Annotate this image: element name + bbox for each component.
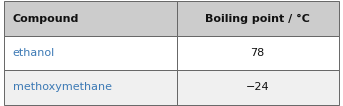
Bar [177, 70, 339, 105]
Bar [4, 1, 177, 36]
Text: Compound: Compound [13, 13, 79, 24]
Bar [177, 1, 339, 36]
Bar [4, 70, 177, 105]
Text: ethanol: ethanol [13, 48, 55, 58]
Bar [4, 36, 177, 70]
Text: Boiling point / °C: Boiling point / °C [205, 13, 310, 24]
Text: 78: 78 [251, 48, 265, 58]
Text: −24: −24 [246, 82, 270, 93]
Bar [177, 36, 339, 70]
Text: methoxymethane: methoxymethane [13, 82, 112, 93]
